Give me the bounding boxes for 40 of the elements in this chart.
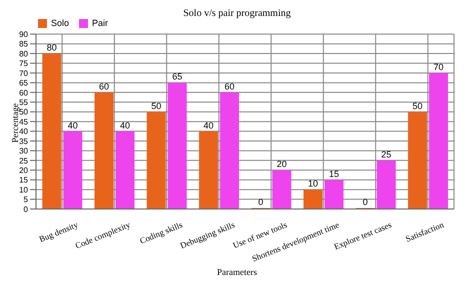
y-tick-label: 5 <box>24 195 29 204</box>
y-tick-label: 45 <box>19 117 29 126</box>
y-tick-label: 85 <box>19 40 29 49</box>
legend-label: Solo <box>51 18 70 28</box>
data-label: 65 <box>172 72 182 82</box>
data-label: 60 <box>224 81 235 92</box>
y-tick-label: 15 <box>19 176 29 185</box>
y-tick-label: 20 <box>19 166 29 175</box>
y-tick-label: 65 <box>19 78 29 88</box>
y-tick-label: 35 <box>19 136 29 146</box>
data-label: 20 <box>276 159 287 170</box>
y-tick-label: 80 <box>19 49 29 58</box>
y-tick-label: 55 <box>19 98 29 107</box>
data-label: 80 <box>46 42 57 53</box>
data-label: 50 <box>151 100 162 111</box>
y-tick-label: 60 <box>19 88 29 98</box>
y-tick-label: 70 <box>19 68 29 78</box>
data-label: 10 <box>308 178 318 189</box>
y-tick-label: 90 <box>19 30 29 39</box>
y-axis-title: Percentage <box>10 103 20 143</box>
data-label: 40 <box>68 120 78 130</box>
y-tick-label: 0 <box>24 204 29 214</box>
legend-label: Pair <box>92 18 108 28</box>
chart-title: Solo v/s pair programming <box>182 8 292 19</box>
y-tick-label: 50 <box>19 108 29 117</box>
x-axis-title: Parameters <box>216 267 258 277</box>
y-tick-label: 30 <box>19 146 29 156</box>
data-label: 60 <box>99 81 110 92</box>
data-label: 0 <box>258 197 264 207</box>
y-tick-label: 75 <box>19 59 29 68</box>
data-label: 50 <box>412 100 423 111</box>
y-tick-label: 25 <box>19 156 29 166</box>
data-label: 70 <box>434 62 444 72</box>
data-label: 0 <box>362 197 368 207</box>
y-tick-label: 40 <box>19 127 29 136</box>
data-label: 40 <box>120 120 130 130</box>
data-label: 15 <box>329 168 340 179</box>
data-label: 40 <box>204 120 214 130</box>
data-label: 25 <box>381 149 392 160</box>
y-tick-label: 10 <box>19 185 29 194</box>
